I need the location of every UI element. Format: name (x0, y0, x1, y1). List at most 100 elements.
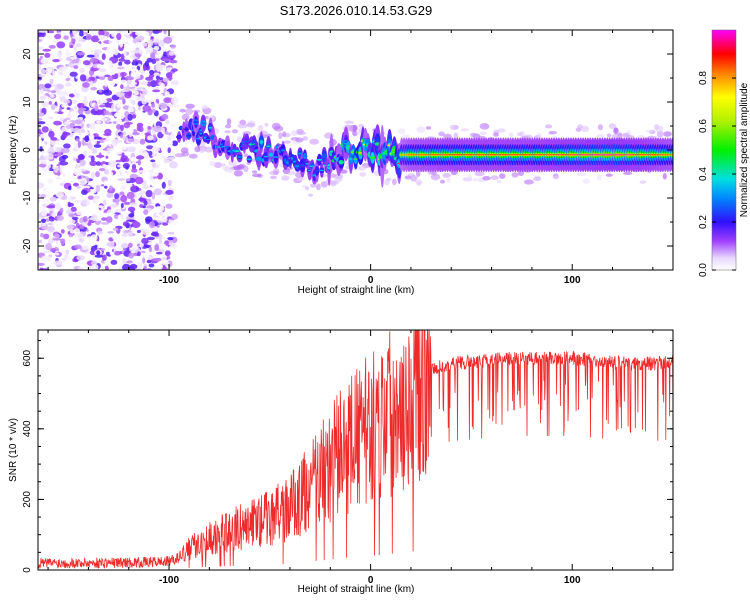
noise-blob (143, 209, 149, 216)
noise-blob (131, 168, 138, 173)
noise-blob (121, 211, 127, 218)
noise-blob (81, 244, 89, 251)
noise-blob (77, 140, 82, 148)
noise-blob (105, 216, 113, 223)
noise-blob (161, 113, 169, 120)
noise-blob (93, 198, 99, 204)
noise-blob (122, 229, 128, 234)
noise-blob (127, 242, 133, 248)
halo-blob (582, 178, 591, 184)
noise-blob (38, 262, 45, 266)
halo-blob (386, 177, 392, 181)
colorbar-label: Normalized spectral amplitude (739, 82, 750, 217)
noise-blob (39, 205, 45, 210)
noise-blob (115, 119, 123, 124)
noise-blob (38, 112, 45, 117)
noise-blob (123, 122, 131, 129)
spectrogram-x-tick-label: -100 (159, 275, 179, 286)
noise-blob (169, 59, 178, 64)
noise-blob (124, 183, 133, 188)
ridge-cell (259, 141, 264, 143)
halo-blob (523, 179, 534, 185)
halo-blob (639, 180, 647, 184)
noise-blob (122, 221, 130, 227)
snr-marks (38, 330, 673, 569)
noise-blob (54, 175, 62, 179)
noise-blob (83, 143, 89, 146)
halo-blob (577, 124, 583, 129)
noise-blob (43, 188, 53, 196)
noise-blob (108, 115, 112, 119)
noise-blob (106, 98, 113, 103)
noise-blob (131, 61, 139, 66)
ridge-cell (281, 149, 285, 151)
noise-blob (163, 50, 167, 57)
halo-blob (202, 106, 209, 110)
noise-blob (143, 263, 149, 267)
noise-blob (116, 91, 125, 98)
noise-blob (164, 172, 169, 179)
noise-blob (153, 188, 163, 196)
noise-blob (58, 185, 65, 191)
noise-blob (105, 103, 113, 108)
noise-blob (86, 54, 95, 58)
noise-blob (75, 43, 82, 48)
noise-blob (53, 120, 62, 126)
noise-blob (38, 121, 46, 125)
halo-blob (496, 179, 502, 184)
noise-blob (68, 185, 72, 191)
noise-blob (126, 127, 134, 135)
noise-blob (91, 68, 99, 71)
noise-blob (56, 98, 61, 103)
noise-blob (52, 70, 59, 77)
noise-blob (135, 41, 144, 49)
noise-blob (168, 51, 175, 56)
noise-blob (89, 58, 99, 63)
noise-blob (48, 45, 56, 49)
noise-blob (129, 263, 138, 270)
colorbar-gradient (712, 30, 736, 270)
noise-blob (124, 30, 132, 35)
noise-blob (136, 155, 145, 160)
ridge-cell (193, 121, 199, 123)
noise-blob (132, 49, 141, 54)
noise-blob (79, 159, 86, 167)
halo-blob (352, 130, 358, 137)
noise-blob (91, 139, 97, 145)
halo-blob (605, 173, 613, 177)
halo-blob (269, 170, 277, 176)
noise-blob (143, 200, 148, 206)
noise-blob (96, 120, 102, 124)
halo-blob (185, 103, 195, 109)
colorbar-tick-label: 0.0 (698, 263, 709, 277)
noise-blob (152, 146, 160, 152)
colorbar-tick-label: 0.2 (698, 215, 709, 229)
ridge-cell (300, 164, 305, 167)
ridge-cell (205, 138, 211, 141)
noise-blob (86, 165, 92, 168)
noise-blob (170, 104, 179, 108)
noise-blob (93, 49, 102, 55)
halo-blob (508, 132, 514, 137)
halo-blob (204, 146, 214, 153)
noise-blob (152, 38, 160, 44)
halo-blob (511, 172, 519, 178)
noise-blob (128, 252, 135, 259)
ridge-cell (315, 169, 319, 172)
noise-blob (120, 124, 124, 132)
noise-blob (168, 116, 174, 122)
noise-blob (103, 180, 108, 188)
noise-blob (158, 30, 163, 33)
noise-blob (87, 195, 94, 200)
noise-blob (164, 131, 169, 135)
noise-blob (62, 91, 67, 94)
noise-blob (102, 242, 107, 246)
noise-blob (163, 77, 169, 83)
noise-blob (149, 221, 155, 229)
noise-blob (168, 242, 176, 246)
ridge-cell (175, 136, 183, 138)
noise-blob (132, 68, 139, 72)
halo-blob (401, 134, 410, 139)
ridge-cell (197, 131, 204, 133)
